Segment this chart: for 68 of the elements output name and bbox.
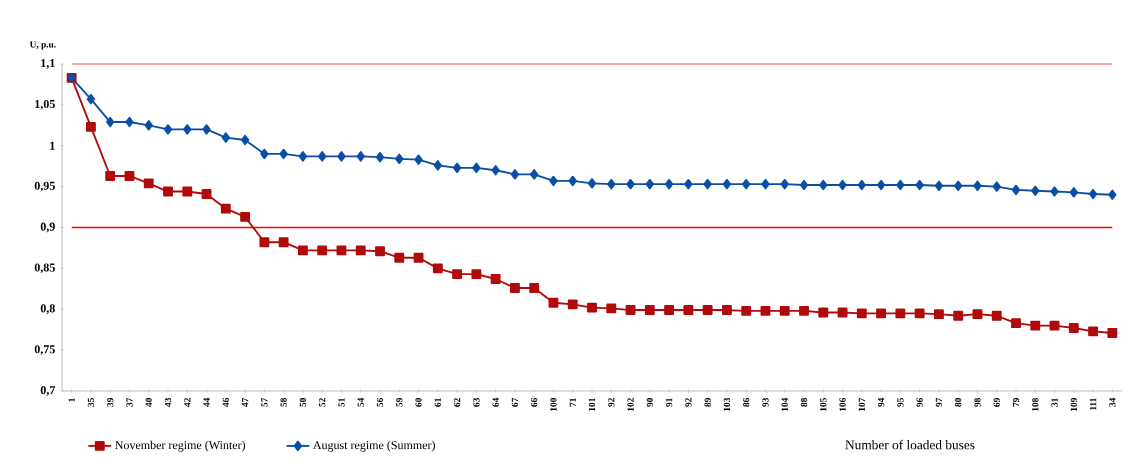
x-tick-label: 94 — [877, 397, 885, 407]
y-tick-label: 1,1 — [41, 59, 55, 69]
x-tick-label: 91 — [665, 398, 673, 407]
x-tick-label: 1 — [68, 398, 75, 402]
y-tick-label: 0,7 — [40, 386, 56, 396]
y-axis-title: U, p.u. — [29, 41, 56, 50]
y-tick-label: 0,75 — [34, 345, 55, 356]
y-tick-label: 1 — [50, 141, 55, 150]
x-tick-label: 39 — [107, 398, 114, 407]
x-tick-label: 42 — [184, 398, 191, 407]
x-axis-title: Number of loaded buses — [845, 439, 975, 450]
x-tick-label: 103 — [723, 398, 731, 411]
x-tick-label: 59 — [396, 398, 403, 407]
x-tick-label: 62 — [453, 398, 461, 407]
x-tick-label: 51 — [338, 398, 345, 407]
x-tick-label: 104 — [781, 397, 788, 411]
x-tick-label: 50 — [299, 398, 307, 407]
x-tick-label: 40 — [145, 398, 152, 407]
x-tick-label: 71 — [569, 398, 576, 407]
x-tick-label: 43 — [164, 398, 172, 407]
x-tick-label: 44 — [203, 397, 210, 407]
x-tick-label: 31 — [1051, 398, 1058, 407]
x-tick-label: 86 — [743, 397, 750, 407]
x-tick-label: 92 — [608, 398, 615, 407]
x-tick-label: 109 — [1070, 398, 1077, 411]
x-tick-label: 56 — [376, 397, 384, 407]
x-tick-label: 88 — [800, 398, 808, 407]
x-tick-label: 61 — [434, 398, 441, 407]
x-tick-label: 106 — [839, 397, 846, 411]
x-tick-label: 67 — [511, 397, 519, 407]
y-tick-label: 1,05 — [35, 99, 55, 110]
y-tick-label: 0,85 — [34, 263, 55, 274]
x-tick-label: 60 — [415, 398, 422, 407]
x-tick-label: 80 — [955, 398, 962, 407]
x-tick-label: 93 — [762, 398, 769, 407]
legend-label: November regime (Winter) — [115, 440, 246, 452]
x-tick-label: 108 — [1032, 398, 1039, 411]
x-tick-label: 90 — [646, 398, 653, 407]
x-tick-label: 97 — [935, 397, 943, 407]
x-tick-label: 57 — [261, 397, 268, 407]
x-tick-label: 105 — [820, 398, 827, 411]
x-tick-label: 34 — [1109, 397, 1116, 407]
y-tick-label: 0,9 — [40, 222, 55, 233]
x-tick-label: 101 — [588, 398, 596, 411]
x-tick-label: 47 — [242, 397, 249, 407]
x-tick-label: 100 — [550, 398, 557, 411]
x-tick-label: 37 — [126, 397, 133, 407]
x-tick-label: 54 — [357, 397, 364, 407]
x-tick-label: 111 — [1090, 398, 1097, 410]
x-tick-label: 95 — [897, 398, 904, 407]
x-tick-label: 96 — [916, 397, 923, 407]
y-tick-label: 0,8 — [40, 304, 55, 315]
x-tick-label: 98 — [974, 398, 981, 407]
legend-label: August regime (Summer) — [312, 440, 435, 452]
x-tick-label: 58 — [280, 398, 287, 407]
x-tick-label: 46 — [222, 397, 229, 407]
y-tick-label: 0,95 — [34, 181, 55, 192]
x-tick-label: 89 — [704, 398, 711, 407]
x-tick-label: 64 — [492, 397, 499, 407]
x-tick-label: 69 — [993, 398, 1000, 407]
x-tick-label: 102 — [627, 398, 634, 411]
x-tick-label: 35 — [87, 398, 95, 407]
x-tick-label: 66 — [531, 397, 538, 407]
x-tick-label: 92 — [685, 398, 692, 407]
x-tick-label: 79 — [1012, 398, 1020, 407]
x-tick-label: 52 — [319, 398, 326, 407]
x-tick-label: 63 — [473, 398, 480, 407]
x-tick-label: 107 — [858, 397, 865, 411]
